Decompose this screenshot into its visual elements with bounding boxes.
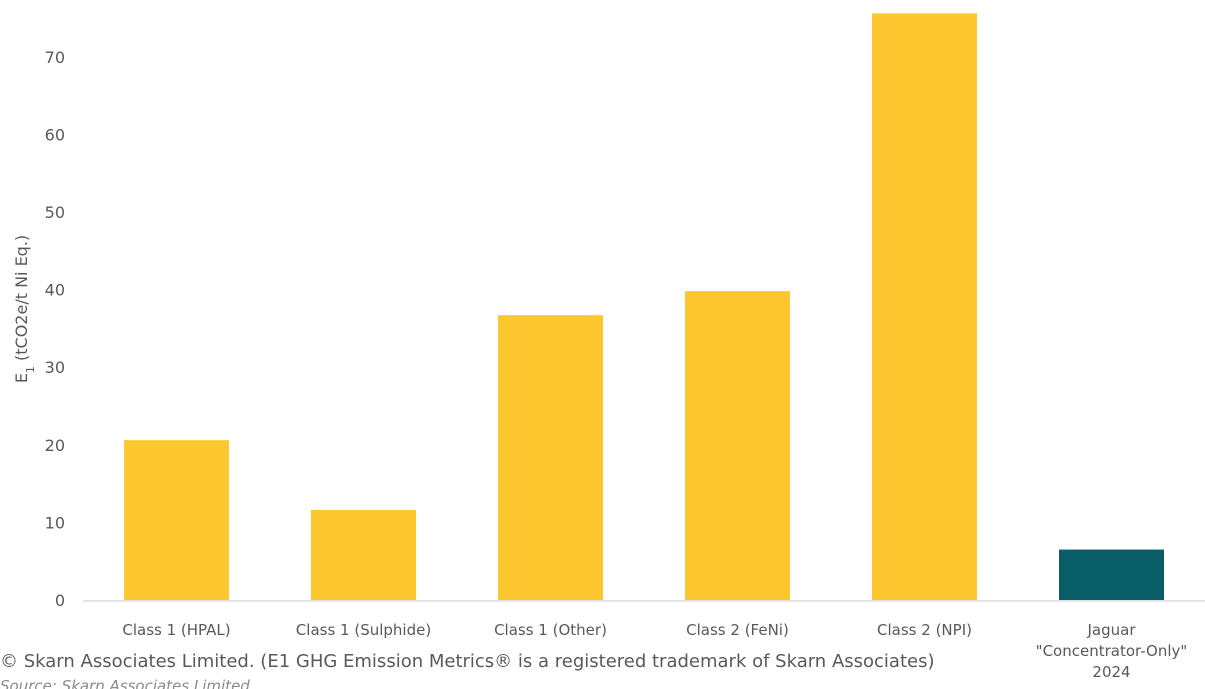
y-tick-label: 60 — [45, 125, 65, 144]
y-tick-label: 40 — [45, 281, 65, 300]
source-note: Source: Skarn Associates Limited — [0, 677, 250, 689]
y-tick-label: 70 — [45, 48, 65, 67]
copyright-note: © Skarn Associates Limited. (E1 GHG Emis… — [0, 651, 935, 672]
y-tick-label: 50 — [45, 203, 65, 222]
y-axis-ticks: 0 10 20 30 40 50 60 70 — [45, 48, 65, 610]
bar — [124, 440, 229, 600]
y-tick-label: 10 — [45, 513, 65, 532]
x-category-label: Class 2 (FeNi) — [686, 621, 789, 639]
x-category-label: Class 2 (NPI) — [877, 621, 972, 639]
bar — [311, 509, 416, 600]
y-tick-label: 30 — [45, 358, 65, 377]
y-tick-label: 0 — [55, 591, 65, 610]
x-category-label: Class 1 (Other) — [494, 621, 607, 639]
bars — [124, 13, 1164, 601]
bar — [872, 13, 977, 601]
bar — [1059, 549, 1164, 600]
y-axis-label: E1 (tCO2e/t Ni Eq.) — [12, 235, 37, 383]
x-category-label: Class 1 (Sulphide) — [296, 621, 431, 639]
bar — [498, 315, 603, 600]
x-axis-category-labels: Class 1 (HPAL) Class 1 (Sulphide) Class 1 … — [122, 621, 1187, 681]
x-category-label: Class 1 (HPAL) — [122, 621, 230, 639]
y-tick-label: 20 — [45, 436, 65, 455]
x-category-label: Jaguar "Concentrator-Only" 2024 — [1036, 621, 1188, 681]
bar — [685, 291, 790, 600]
